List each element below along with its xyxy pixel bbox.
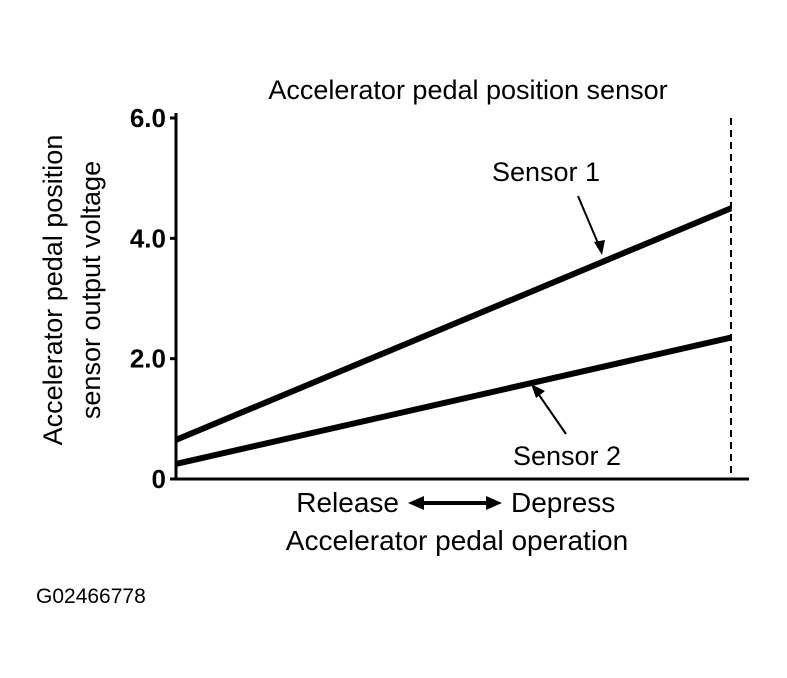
y-tick-label-0: 0 (152, 464, 166, 494)
x-endpoint-depress: Depress (511, 487, 615, 518)
y-axis-label-line-1: Accelerator pedal position (38, 135, 68, 446)
double-arrow-icon (408, 496, 502, 510)
series-group (174, 205, 733, 467)
y-tick-label-1: 2.0 (130, 344, 166, 374)
series-line-sensor-2 (175, 334, 732, 467)
sensor-1-leader (577, 195, 601, 249)
x-axis-label: Accelerator pedal operation (286, 525, 628, 556)
y-ticks: 0 2.0 4.0 6.0 (130, 103, 176, 494)
figure-id: G02466778 (36, 585, 146, 608)
sensor-1-arrowhead (594, 240, 605, 255)
series-label-sensor-2: Sensor 2 (513, 441, 621, 471)
y-axis-label-line-2: sensor output voltage (76, 161, 106, 419)
series-label-sensor-1: Sensor 1 (492, 157, 600, 187)
y-tick-label-3: 6.0 (130, 103, 166, 133)
sensor-2-arrowhead (531, 384, 545, 398)
series-line-sensor-1 (174, 205, 733, 443)
y-tick-label-2: 4.0 (130, 223, 166, 253)
sensor-2-leader (536, 391, 567, 435)
y-axis-label: Accelerator pedal position sensor output… (38, 135, 106, 446)
chart-title: Accelerator pedal position sensor (268, 75, 667, 105)
x-endpoint-release: Release (296, 487, 399, 518)
